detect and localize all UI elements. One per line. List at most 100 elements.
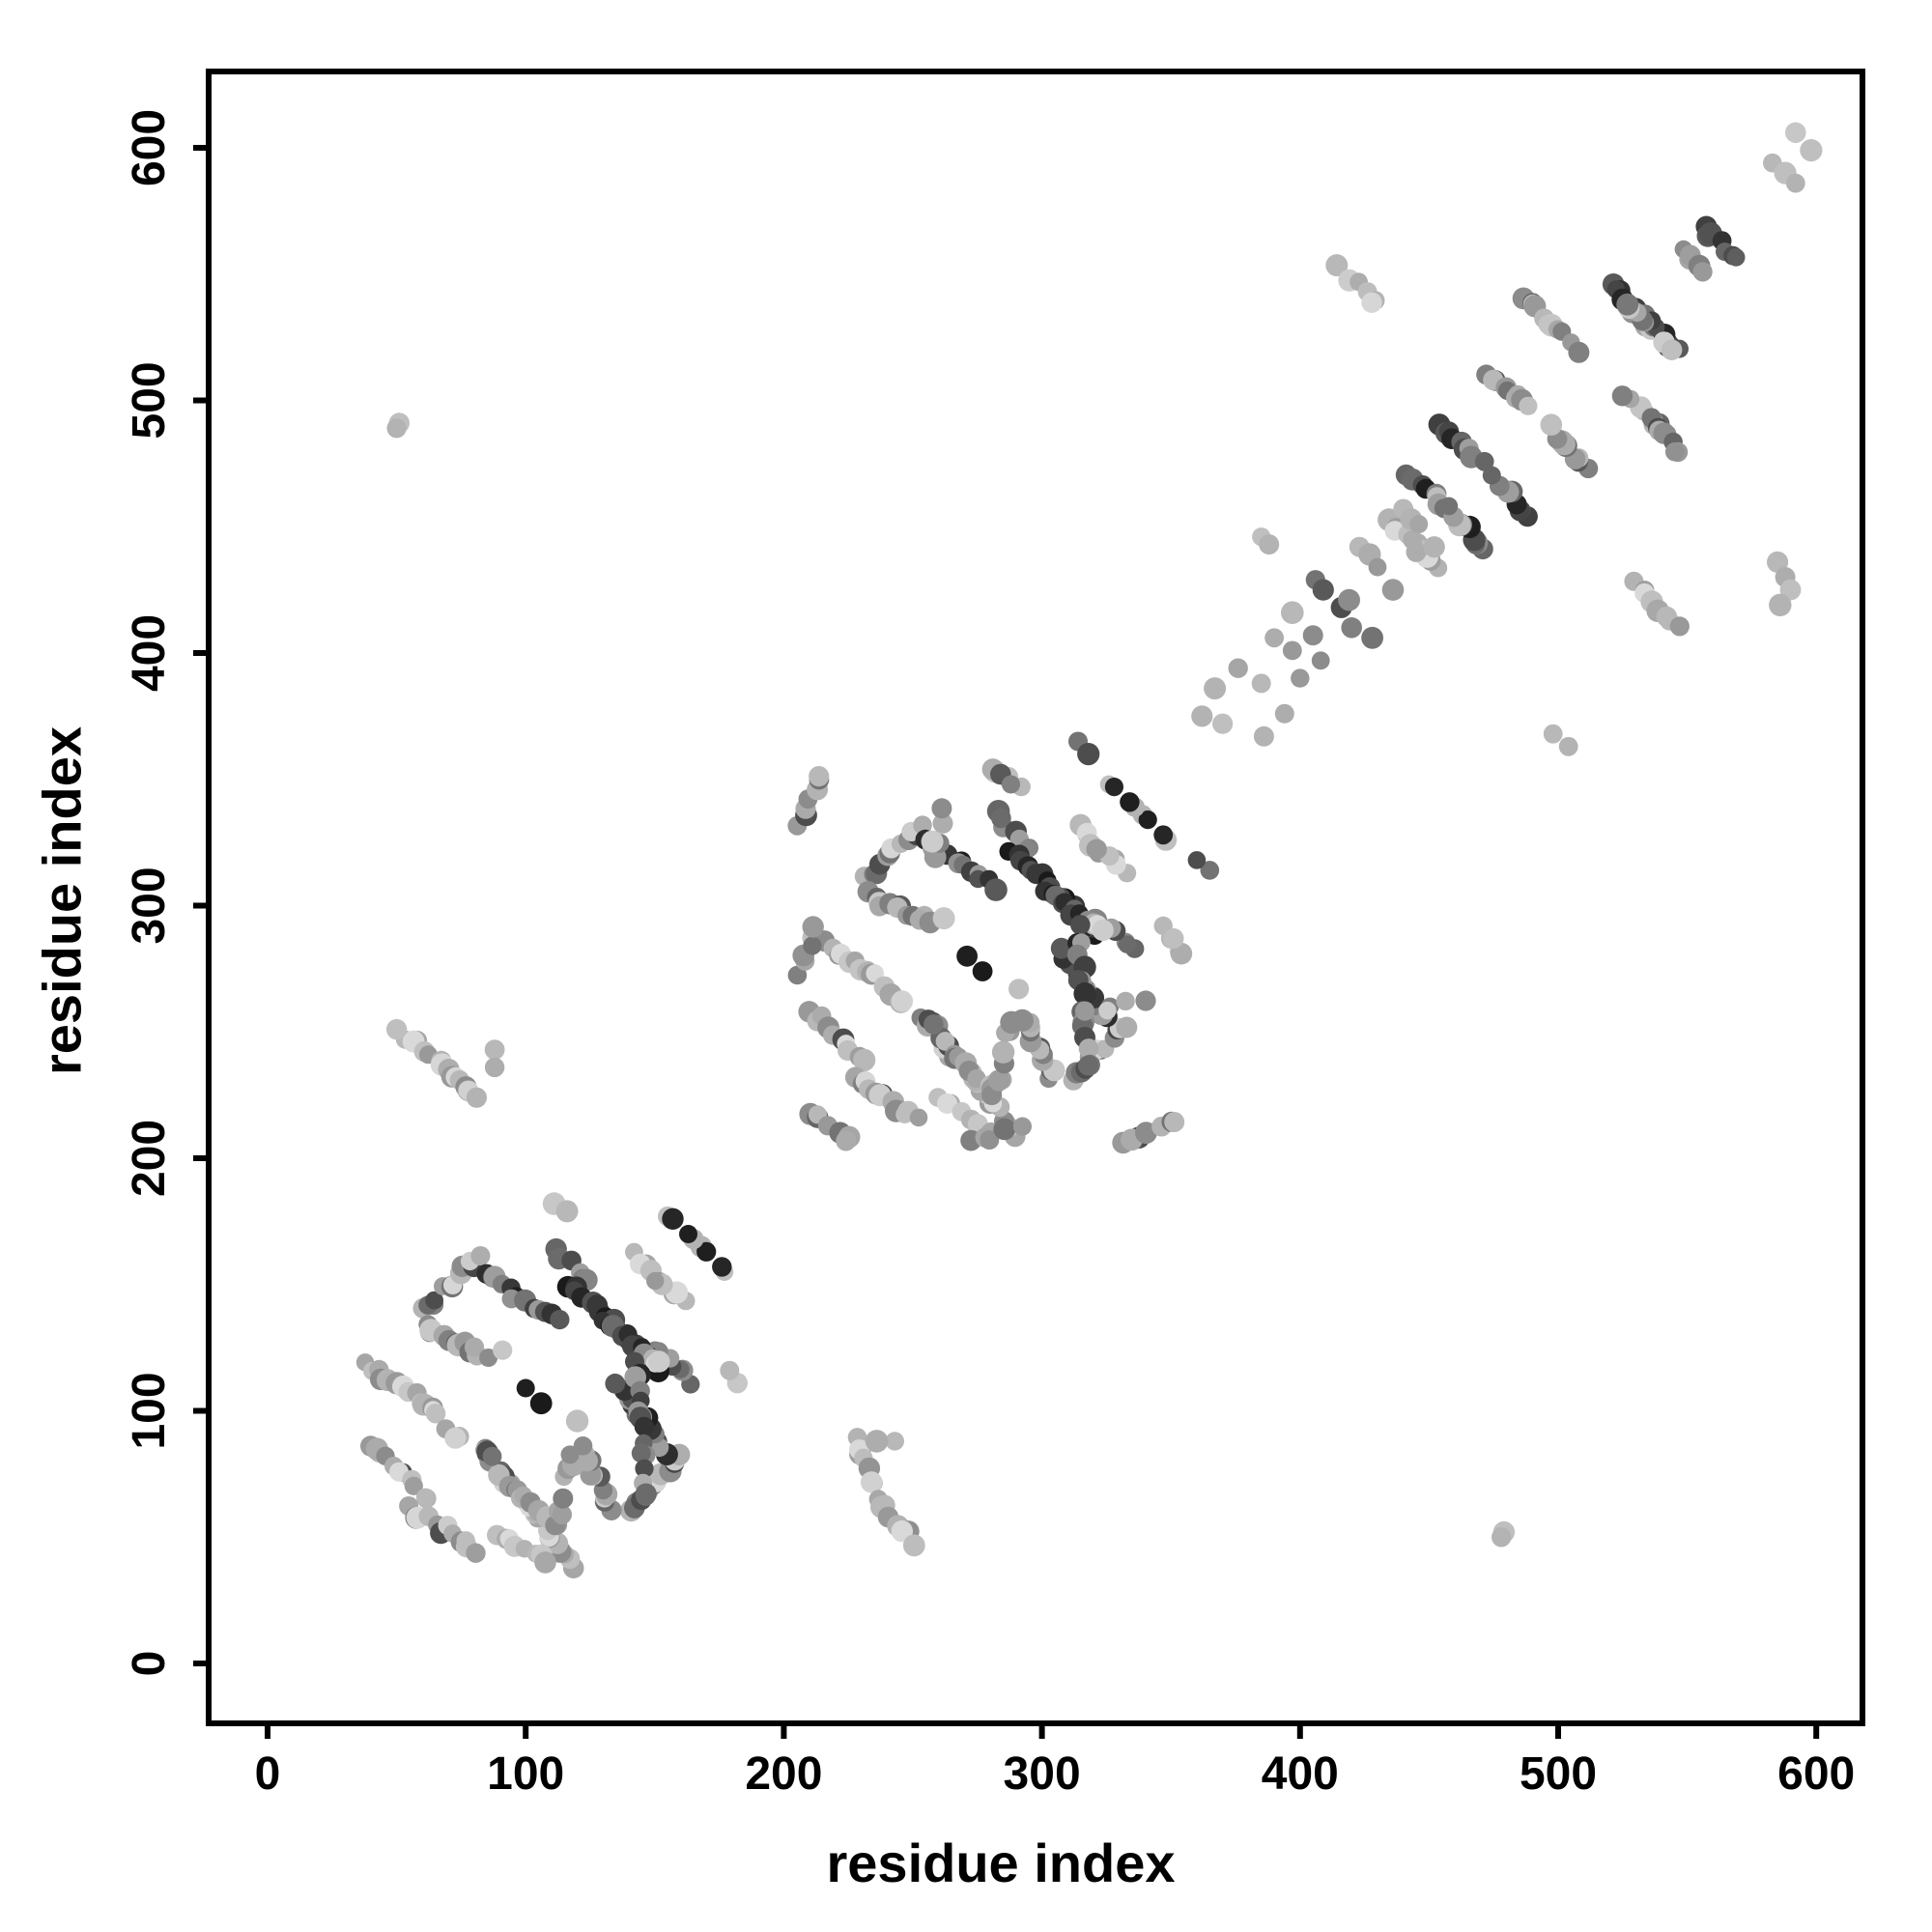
contact-point bbox=[1012, 1117, 1032, 1136]
contact-point bbox=[484, 1039, 505, 1060]
contact-point bbox=[635, 1483, 657, 1505]
contact-point bbox=[921, 830, 944, 853]
contact-point bbox=[987, 1069, 1010, 1092]
contact-point bbox=[1519, 396, 1538, 415]
contact-point bbox=[1078, 1038, 1099, 1059]
y-axis-title: residue index bbox=[31, 725, 93, 1076]
contact-point bbox=[679, 1225, 697, 1243]
contact-point bbox=[1274, 703, 1294, 724]
x-axis-title: residue index bbox=[826, 1833, 1176, 1893]
scatter-points-layer bbox=[355, 122, 1823, 1578]
contact-point bbox=[1381, 579, 1405, 601]
contact-point bbox=[787, 965, 808, 985]
contact-point bbox=[984, 878, 1008, 901]
contact-point bbox=[1187, 851, 1207, 869]
contact-point bbox=[1077, 743, 1100, 766]
contact-point bbox=[1138, 810, 1157, 830]
contact-point bbox=[1135, 1122, 1157, 1145]
x-tick-label: 200 bbox=[745, 1748, 822, 1800]
contact-point bbox=[1200, 861, 1220, 880]
contact-point bbox=[479, 1349, 498, 1367]
contact-point bbox=[425, 1291, 443, 1310]
contact-point bbox=[1116, 1016, 1138, 1038]
contact-point bbox=[1302, 625, 1323, 646]
contact-point bbox=[1264, 628, 1284, 648]
contact-point bbox=[1669, 616, 1690, 637]
contact-point bbox=[932, 812, 953, 834]
contact-point bbox=[1664, 441, 1685, 462]
contact-point bbox=[470, 1246, 491, 1265]
contact-point bbox=[555, 1200, 579, 1223]
contact-point bbox=[1785, 122, 1806, 144]
contact-point bbox=[1259, 534, 1280, 555]
contact-point bbox=[891, 1520, 913, 1543]
contact-point bbox=[634, 1416, 655, 1437]
contact-point bbox=[1543, 724, 1563, 744]
contact-point bbox=[1070, 915, 1091, 935]
contact-point bbox=[937, 1093, 957, 1114]
contact-point bbox=[1361, 292, 1382, 313]
contact-point bbox=[1251, 673, 1271, 694]
contact-point bbox=[444, 1427, 467, 1449]
contact-point bbox=[425, 1404, 446, 1424]
contact-point bbox=[1282, 640, 1302, 661]
contact-point bbox=[1009, 979, 1030, 1000]
contact-point bbox=[605, 1373, 626, 1394]
contact-point bbox=[712, 1257, 732, 1277]
contact-point bbox=[1540, 413, 1563, 437]
contact-point bbox=[836, 1130, 857, 1151]
contact-point bbox=[1104, 778, 1123, 797]
contact-point bbox=[1078, 1055, 1098, 1076]
contact-point bbox=[1086, 838, 1107, 860]
contact-point bbox=[1568, 341, 1590, 363]
contact-point bbox=[1409, 515, 1429, 534]
contact-point bbox=[1074, 1001, 1095, 1021]
axis-tick-labels-layer: 0 100 200 300 400 500 600 0 100 200 300 400 500 600 bbox=[124, 109, 1855, 1800]
contact-point bbox=[1163, 927, 1184, 950]
y-tick-label: 100 bbox=[124, 1372, 175, 1449]
contact-point bbox=[560, 1445, 580, 1464]
contact-point bbox=[484, 1057, 505, 1078]
contact-point bbox=[646, 1271, 665, 1291]
contact-point bbox=[1406, 541, 1427, 562]
contact-point bbox=[534, 1551, 556, 1574]
contact-point bbox=[802, 916, 824, 938]
contact-point bbox=[662, 1208, 684, 1231]
contact-point bbox=[1661, 339, 1683, 361]
contact-point bbox=[552, 1504, 572, 1525]
contact-point bbox=[1800, 139, 1823, 162]
contact-point bbox=[1098, 1001, 1117, 1020]
contact-point bbox=[1281, 601, 1304, 624]
contact-point bbox=[404, 1476, 423, 1495]
contact-point bbox=[1120, 792, 1140, 812]
contact-point bbox=[415, 1488, 435, 1507]
contact-point bbox=[1558, 736, 1578, 756]
contact-point bbox=[931, 798, 952, 819]
contact-point bbox=[1616, 293, 1639, 316]
contact-point bbox=[516, 1378, 535, 1398]
contact-point bbox=[631, 1443, 651, 1463]
contact-point bbox=[648, 1350, 670, 1373]
contact-point bbox=[1311, 651, 1330, 670]
contact-point bbox=[1000, 1010, 1023, 1035]
contact-point bbox=[902, 1534, 925, 1557]
contact-point bbox=[1325, 254, 1349, 277]
contact-point bbox=[980, 1130, 1000, 1150]
y-tick-label: 400 bbox=[124, 614, 175, 692]
y-tick-label: 200 bbox=[124, 1120, 175, 1197]
contact-point bbox=[696, 1241, 717, 1262]
contact-point bbox=[1474, 451, 1494, 471]
contact-point bbox=[464, 1337, 485, 1357]
contact-point bbox=[529, 1392, 553, 1415]
contact-point bbox=[1312, 579, 1334, 601]
plot-frame bbox=[206, 69, 1865, 1726]
x-tick-label: 400 bbox=[1262, 1748, 1339, 1800]
y-tick-label: 500 bbox=[124, 361, 175, 439]
contact-point bbox=[550, 1310, 570, 1330]
contact-point bbox=[932, 907, 955, 930]
contact-point bbox=[1338, 588, 1360, 611]
contact-point bbox=[991, 1040, 1015, 1064]
y-tick-label: 600 bbox=[124, 109, 175, 186]
